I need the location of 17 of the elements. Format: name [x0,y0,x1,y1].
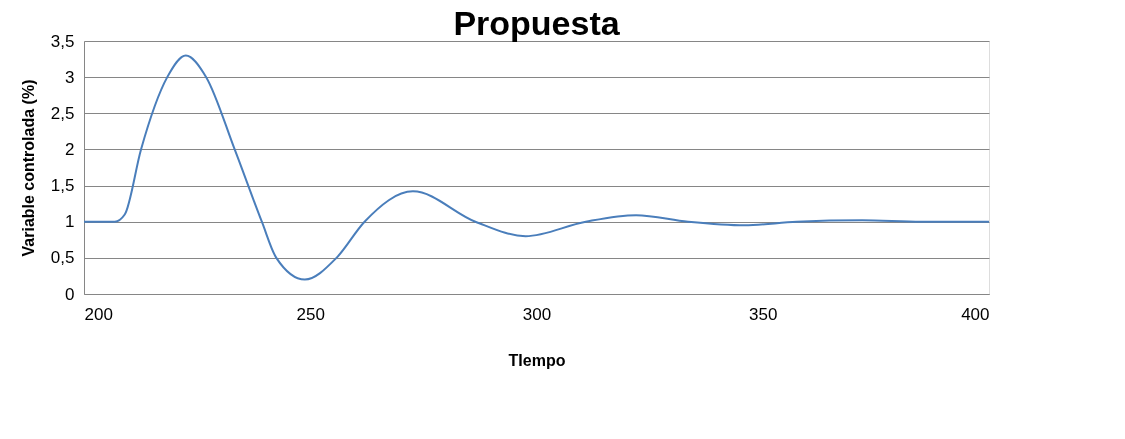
y-tick-label: 3 [65,67,75,87]
y-tick-label: 1 [65,212,75,232]
y-tick-label: 0,5 [50,248,75,268]
y-tick-label: 0 [65,284,75,304]
y-tick-label: 3,5 [50,31,75,51]
x-tick-label: 400 [961,304,990,324]
y-tick-label: 2,5 [50,103,75,123]
x-tick-label: 200 [84,304,113,324]
x-tick-label: 250 [296,304,325,324]
y-tick-label: 1,5 [50,176,75,196]
x-axis-title: TIempo [508,351,566,369]
y-axis-title: Variable controlada (%) [19,79,37,257]
y-tick-label: 2 [65,139,75,159]
x-tick-label: 350 [749,304,778,324]
chart-title: Propuesta [453,4,621,42]
line-series [83,54,990,281]
x-tick-label: 300 [522,304,552,324]
